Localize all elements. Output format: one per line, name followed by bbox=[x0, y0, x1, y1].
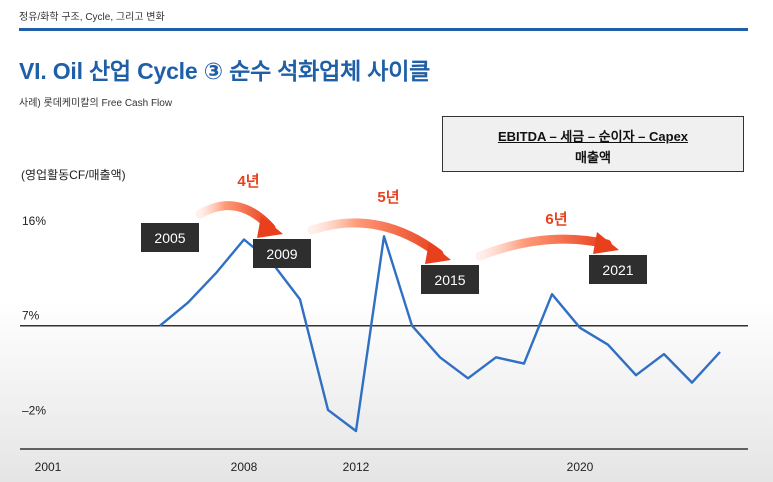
cycle-arrow-head bbox=[425, 242, 451, 264]
cycle-year-box-bg bbox=[589, 255, 647, 284]
cycle-year-box: 2009 bbox=[253, 239, 311, 268]
y-tick-label: 16% bbox=[22, 214, 46, 228]
cycle-year-box-bg bbox=[141, 223, 199, 252]
cycle-gap-label: 6년 bbox=[545, 211, 567, 228]
x-tick-label: 2008 bbox=[231, 460, 258, 474]
cycle-marker-layer: 2005 2009 2015 2021 bbox=[141, 223, 647, 294]
cycle-arrow-body bbox=[307, 218, 444, 259]
cycle-year-label: 2021 bbox=[602, 262, 633, 278]
page-title: VI. Oil 산업 Cycle ③ 순수 석화업체 사이클 bbox=[19, 58, 431, 84]
breadcrumb: 정유/화학 구조, Cycle, 그리고 변화 bbox=[19, 12, 165, 23]
cycle-gap-label: 5년 bbox=[377, 189, 399, 206]
background-fade bbox=[0, 300, 773, 482]
baseline-layer bbox=[20, 324, 748, 450]
cycle-year-box-bg bbox=[421, 265, 479, 294]
formula-denominator: 매출액 bbox=[575, 150, 611, 165]
cycle-year-box: 2005 bbox=[141, 223, 199, 252]
cycle-year-box: 2021 bbox=[589, 255, 647, 284]
y-tick-label: –2% bbox=[22, 403, 46, 417]
cycle-year-label: 2015 bbox=[434, 272, 465, 288]
cycle-gap-label: 4년 bbox=[237, 173, 259, 190]
header-divider bbox=[19, 28, 748, 31]
cycle-year-box-bg bbox=[253, 239, 311, 268]
y-tick-layer: 16% 7% –2% bbox=[22, 214, 46, 417]
formula-numerator: EBITDA – 세금 – 순이자 – Capex bbox=[497, 129, 689, 144]
cycle-arrow-layer: 4년 5년 6년 bbox=[195, 173, 619, 264]
cycle-year-label: 2005 bbox=[154, 230, 185, 246]
y-axis-label: (영업활동CF/매출액) bbox=[21, 168, 126, 182]
x-tick-label: 2020 bbox=[567, 460, 594, 474]
x-tick-label: 2012 bbox=[343, 460, 370, 474]
formula-box: EBITDA – 세금 – 순이자 – Capex 매출액 bbox=[442, 116, 744, 172]
x-tick-label: 2001 bbox=[35, 460, 62, 474]
y-tick-label: 7% bbox=[22, 309, 40, 323]
cycle-year-box: 2015 bbox=[421, 265, 479, 294]
cycle-arrow-head bbox=[257, 216, 283, 238]
cycle-arrow-body bbox=[475, 234, 612, 261]
x-tick-layer: 2001 2008 2012 2020 bbox=[35, 460, 594, 474]
cycle-arrow-head bbox=[593, 232, 619, 254]
cycle-year-label: 2009 bbox=[266, 246, 297, 262]
page-subtitle: 사례) 롯데케미칼의 Free Cash Flow bbox=[19, 98, 173, 109]
